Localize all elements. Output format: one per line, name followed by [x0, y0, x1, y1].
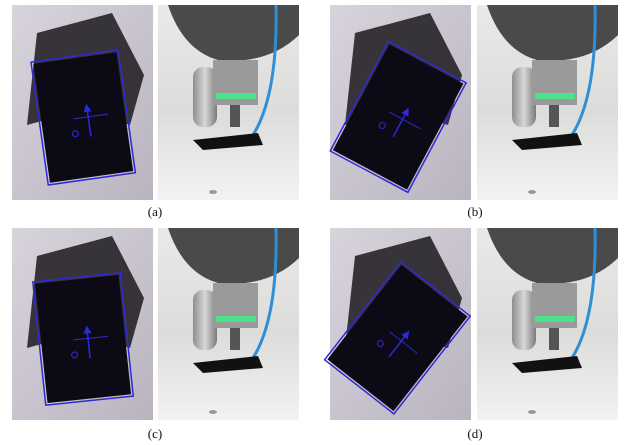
table-hole: [528, 190, 536, 194]
caption: (c): [148, 426, 162, 441]
caption: (b): [467, 204, 482, 219]
detected-object: [33, 273, 133, 406]
led-ring: [535, 93, 575, 99]
robot-view: [477, 5, 618, 200]
gripper-tip: [549, 328, 559, 350]
caption: (d): [467, 426, 482, 441]
robot-view: [477, 228, 618, 420]
camera-view: [12, 228, 153, 420]
robot-view: [158, 5, 299, 200]
led-ring: [216, 316, 256, 322]
robot-view: [158, 228, 299, 420]
table-hole: [209, 190, 217, 194]
figure: (a) (b) (c) (d): [0, 0, 624, 445]
camera-view: [325, 228, 471, 420]
led-ring: [216, 93, 256, 99]
gripper-tip: [230, 328, 240, 350]
gripper-tip: [549, 105, 559, 127]
table-hole: [209, 410, 217, 414]
table-hole: [528, 410, 536, 414]
camera-view: [12, 5, 153, 200]
gripper-tip: [230, 105, 240, 127]
caption: (a): [148, 204, 162, 219]
camera-view: [330, 5, 471, 200]
led-ring: [535, 316, 575, 322]
